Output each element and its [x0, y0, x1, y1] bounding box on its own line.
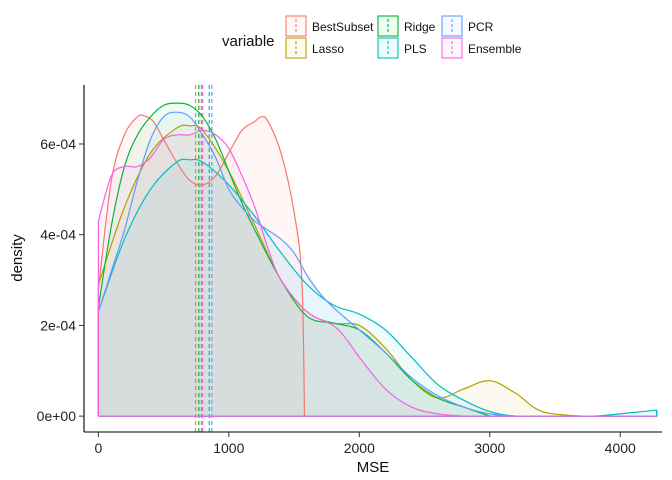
- density-curves: [97, 102, 658, 418]
- density-curve-pcr: [97, 111, 657, 417]
- legend-label: PCR: [468, 20, 494, 34]
- y-tick-label: 2e-04: [40, 317, 76, 333]
- y-tick-label: 6e-04: [40, 136, 76, 152]
- legend-label: BestSubset: [312, 20, 374, 34]
- legend-item-ensemble: Ensemble: [441, 37, 522, 59]
- legend: variable BestSubset Lasso Ridge PLS PCR Ensem…: [222, 15, 522, 59]
- x-tick-label: 2000: [344, 440, 375, 456]
- legend-item-lasso: Lasso: [285, 37, 344, 59]
- legend-label: Lasso: [312, 42, 344, 56]
- y-axis-ticks: 0e+00 2e-04 4e-04 6e-04: [37, 136, 84, 424]
- density-fill-ridge: [98, 103, 490, 417]
- x-tick-label: 4000: [605, 440, 636, 456]
- legend-item-bestsubset: BestSubset: [285, 15, 374, 37]
- density-fill-pls: [98, 159, 657, 417]
- legend-item-pls: PLS: [377, 37, 427, 59]
- axes: [83, 85, 662, 433]
- density-fill-lasso: [98, 125, 582, 417]
- legend-label: Ensemble: [468, 42, 522, 56]
- density-curve-ridge: [97, 102, 657, 417]
- x-tick-label: 3000: [474, 440, 505, 456]
- legend-item-ridge: Ridge: [377, 15, 436, 37]
- density-curve-bestsubset: [97, 114, 657, 417]
- y-axis-title: density: [9, 234, 26, 282]
- x-tick-label: 0: [94, 440, 102, 456]
- x-axis-ticks: 0 1000 2000 3000 4000: [94, 432, 636, 456]
- y-tick-label: 0e+00: [37, 408, 77, 424]
- legend-label: Ridge: [404, 20, 436, 34]
- legend-label: PLS: [404, 42, 427, 56]
- y-tick-label: 4e-04: [40, 227, 76, 243]
- x-axis-title: MSE: [357, 459, 390, 476]
- density-fills: [98, 103, 657, 417]
- legend-item-pcr: PCR: [441, 15, 494, 37]
- density-fill-ensemble: [98, 130, 464, 417]
- x-tick-label: 1000: [213, 440, 244, 456]
- mean-lines: [194, 85, 213, 432]
- density-curve-ensemble: [97, 129, 657, 417]
- legend-title: variable: [222, 33, 275, 50]
